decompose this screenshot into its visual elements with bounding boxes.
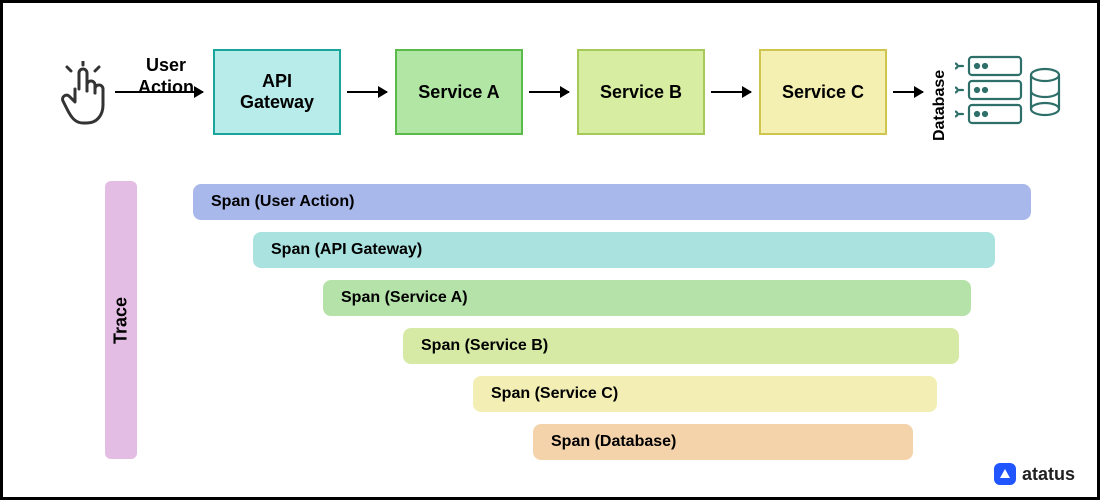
node-api-gateway-label: APIGateway (240, 71, 314, 113)
database-label-text: Database (931, 70, 948, 141)
span-api-gateway-label: Span (API Gateway) (271, 241, 422, 259)
diagram-canvas: UserAction APIGateway Service A Service … (3, 3, 1097, 497)
arrow-3 (529, 91, 569, 93)
span-api-gateway: Span (API Gateway) (253, 232, 995, 268)
span-service-c-label: Span (Service C) (491, 385, 618, 403)
node-api-gateway: APIGateway (213, 49, 341, 135)
brand: atatus (994, 463, 1075, 485)
span-service-b: Span (Service B) (403, 328, 959, 364)
span-service-a: Span (Service A) (323, 280, 971, 316)
database-icon (955, 49, 1065, 135)
node-service-c-label: Service C (782, 82, 864, 103)
brand-text: atatus (1022, 464, 1075, 485)
brand-icon (994, 463, 1016, 485)
span-database-label: Span (Database) (551, 433, 676, 451)
span-database: Span (Database) (533, 424, 913, 460)
node-service-a: Service A (395, 49, 523, 135)
node-service-b-label: Service B (600, 82, 682, 103)
database-label: Database (931, 45, 949, 141)
arrow-2 (347, 91, 387, 93)
user-click-icon (59, 61, 111, 127)
span-service-c: Span (Service C) (473, 376, 937, 412)
trace-bar-label: Trace (111, 296, 132, 343)
node-service-b: Service B (577, 49, 705, 135)
node-service-a-label: Service A (418, 82, 499, 103)
span-user-action: Span (User Action) (193, 184, 1031, 220)
span-service-a-label: Span (Service A) (341, 289, 468, 307)
arrow-5 (893, 91, 923, 93)
span-user-action-label: Span (User Action) (211, 193, 354, 211)
arrow-4 (711, 91, 751, 93)
node-service-c: Service C (759, 49, 887, 135)
trace-bar: Trace (105, 181, 137, 459)
span-service-b-label: Span (Service B) (421, 337, 548, 355)
arrow-1 (115, 91, 203, 93)
